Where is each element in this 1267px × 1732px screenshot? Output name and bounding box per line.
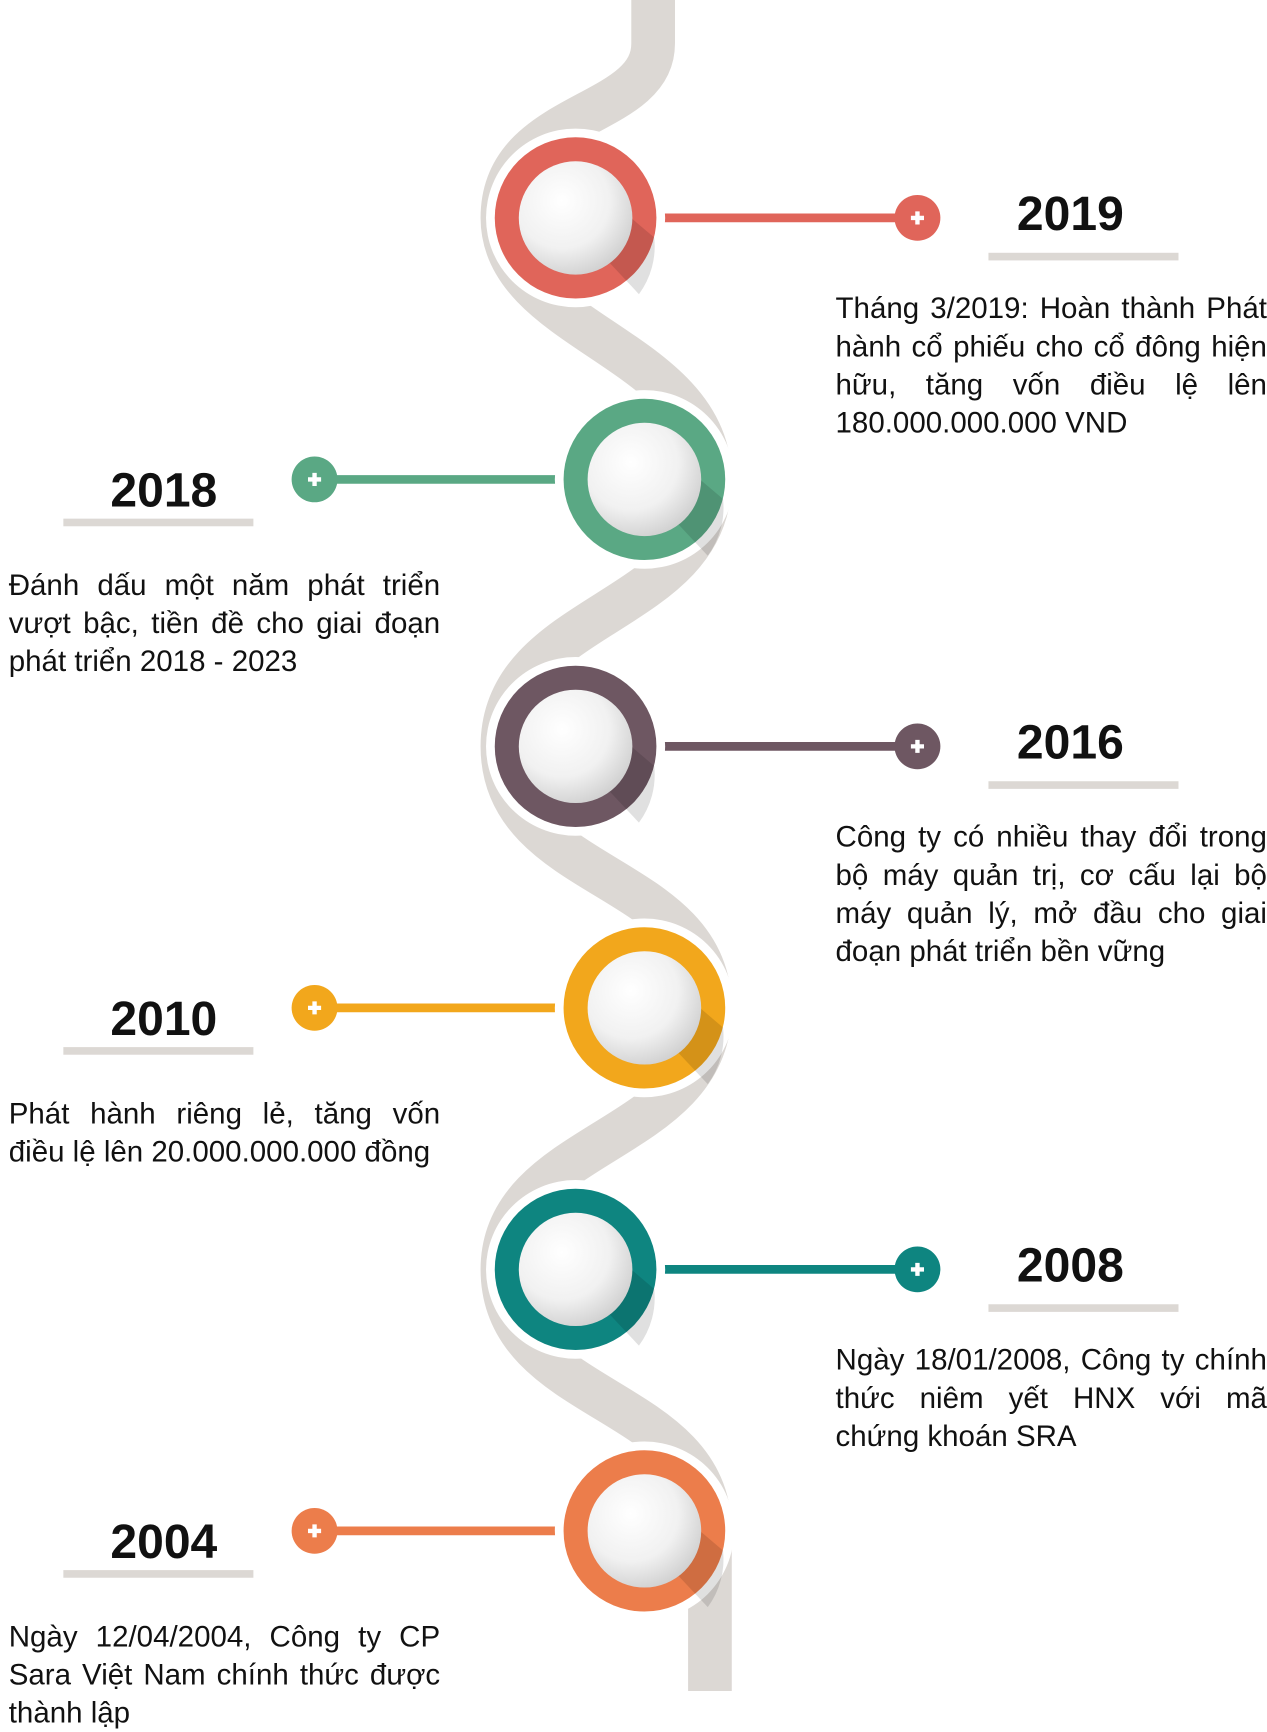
year-underline: [63, 1570, 253, 1578]
year-label: 2010: [55, 993, 273, 1047]
event-description: Phát hành riêng lẻ, tăng vốn điều lệ lên…: [9, 1095, 440, 1171]
event-description: Tháng 3/2019: Hoàn thành Phát hành cổ ph…: [836, 290, 1267, 443]
event-description: Ngày 18/01/2008, Công ty chính thức niêm…: [836, 1341, 1267, 1455]
year-underline: [988, 1304, 1178, 1312]
year-underline: [988, 781, 1178, 789]
year-underline: [63, 519, 253, 527]
year-label: 2016: [961, 716, 1179, 770]
node-ball: [588, 951, 702, 1064]
node-ball: [519, 690, 633, 803]
timeline: 2019 Tháng 3/2019: Hoàn thành Phát hành c…: [0, 0, 1267, 1691]
year-label: 2019: [961, 187, 1179, 241]
year-underline: [988, 253, 1178, 261]
year-label: 2018: [55, 464, 273, 518]
node-ball: [588, 423, 702, 536]
node-ball: [519, 161, 633, 274]
event-description: Đánh dấu một năm phát triển vượt bậc, ti…: [9, 567, 440, 681]
year-label: 2008: [961, 1239, 1179, 1293]
year-label: 2004: [55, 1516, 273, 1570]
event-description: Công ty có nhiều thay đổi trong bộ máy q…: [836, 818, 1267, 971]
event-description: Ngày 12/04/2004, Công ty CP Sara Việt Na…: [9, 1618, 440, 1732]
page: 2019 Tháng 3/2019: Hoàn thành Phát hành c…: [0, 0, 1267, 1691]
node-ball: [519, 1213, 633, 1326]
node-ball: [588, 1474, 702, 1587]
year-underline: [63, 1047, 253, 1055]
